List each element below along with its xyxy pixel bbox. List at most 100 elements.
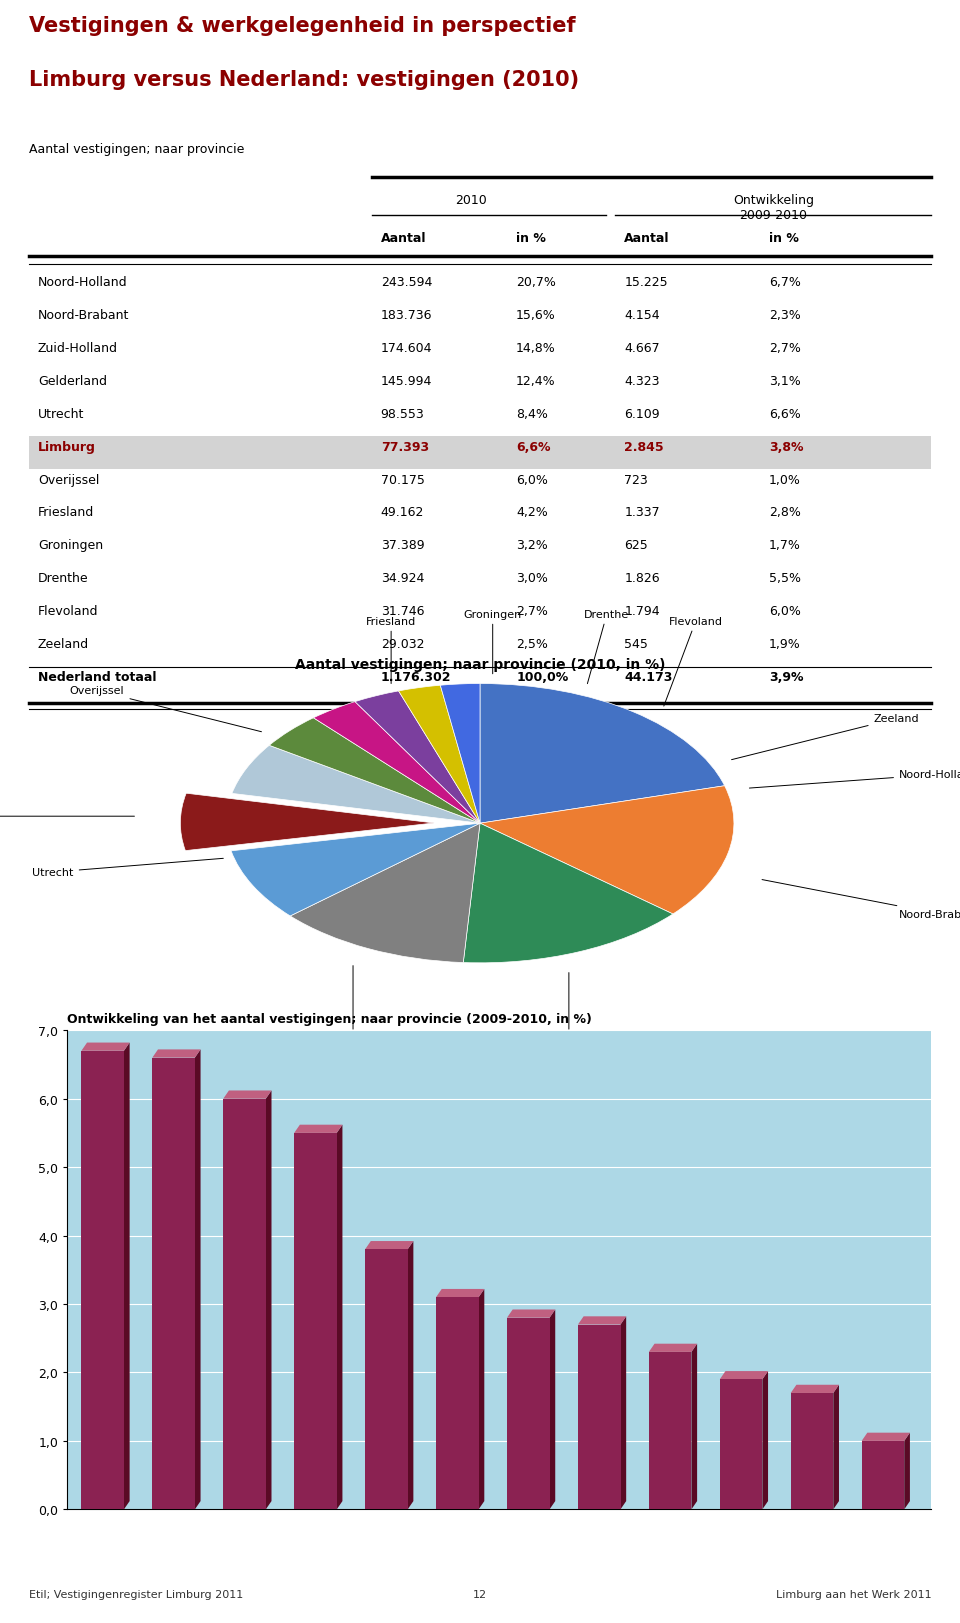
Bar [791, 1393, 833, 1509]
Text: 14,8%: 14,8% [516, 341, 556, 354]
Text: 625: 625 [624, 539, 648, 552]
Text: Overijssel: Overijssel [37, 474, 99, 487]
Wedge shape [313, 703, 480, 823]
Polygon shape [691, 1344, 697, 1509]
Text: 1.826: 1.826 [624, 571, 660, 584]
Text: Ontwikkeling
2009-2010: Ontwikkeling 2009-2010 [732, 193, 814, 221]
Text: Zuid-Holland: Zuid-Holland [533, 974, 605, 1045]
Bar [82, 1052, 124, 1509]
Text: Aantal: Aantal [381, 232, 426, 245]
Text: 183.736: 183.736 [381, 308, 432, 321]
Bar [29, 437, 931, 471]
Wedge shape [464, 823, 673, 962]
Text: 4.154: 4.154 [624, 308, 660, 321]
Polygon shape [124, 1044, 130, 1509]
Text: 6,7%: 6,7% [769, 276, 801, 289]
Text: Friesland: Friesland [37, 506, 94, 519]
Text: Limburg versus Nederland: vestigingen (2010): Limburg versus Nederland: vestigingen (2… [29, 70, 579, 89]
Text: 3,0%: 3,0% [516, 571, 548, 584]
Text: 6,0%: 6,0% [516, 474, 548, 487]
Text: 723: 723 [624, 474, 648, 487]
Polygon shape [649, 1344, 697, 1352]
Text: 6.109: 6.109 [624, 407, 660, 420]
Text: 1,7%: 1,7% [769, 539, 801, 552]
Bar [153, 1058, 195, 1509]
Text: 3,9%: 3,9% [769, 670, 804, 683]
Polygon shape [507, 1310, 555, 1318]
Text: 3,8%: 3,8% [769, 440, 804, 453]
Polygon shape [762, 1371, 768, 1509]
Text: 2,8%: 2,8% [769, 506, 801, 519]
Text: 145.994: 145.994 [381, 375, 432, 388]
Wedge shape [398, 687, 480, 823]
Text: 37.389: 37.389 [381, 539, 424, 552]
Polygon shape [791, 1384, 839, 1393]
Text: 2,3%: 2,3% [769, 308, 801, 321]
Polygon shape [833, 1384, 839, 1509]
Text: Drenthe: Drenthe [585, 609, 630, 685]
Polygon shape [224, 1091, 272, 1099]
Text: Noord-Holland: Noord-Holland [750, 769, 960, 789]
Text: 1,0%: 1,0% [769, 474, 801, 487]
Wedge shape [232, 747, 480, 823]
Text: 3,2%: 3,2% [516, 539, 548, 552]
Polygon shape [479, 1289, 484, 1509]
Text: 98.553: 98.553 [381, 407, 424, 420]
Text: 12: 12 [473, 1589, 487, 1599]
Polygon shape [195, 1050, 201, 1509]
Polygon shape [904, 1433, 910, 1509]
Text: in %: in % [516, 232, 546, 245]
Text: 6,6%: 6,6% [516, 440, 551, 453]
Text: 12,4%: 12,4% [516, 375, 556, 388]
Text: Zeeland: Zeeland [732, 714, 920, 760]
Text: 77.393: 77.393 [381, 440, 429, 453]
Text: 15.225: 15.225 [624, 276, 668, 289]
Text: Drenthe: Drenthe [37, 571, 88, 584]
Text: Limburg: Limburg [0, 812, 134, 821]
Text: 29.032: 29.032 [381, 638, 424, 651]
Text: Groningen: Groningen [464, 609, 522, 674]
Polygon shape [620, 1316, 626, 1509]
Text: 3,1%: 3,1% [769, 375, 801, 388]
Wedge shape [355, 691, 480, 823]
Polygon shape [153, 1050, 201, 1058]
Text: Noord-Brabant: Noord-Brabant [762, 880, 960, 919]
Wedge shape [480, 685, 725, 823]
Bar [507, 1318, 549, 1509]
Text: Flevoland: Flevoland [37, 605, 98, 618]
Text: Ontwikkeling van het aantal vestigingen; naar provincie (2009-2010, in %): Ontwikkeling van het aantal vestigingen;… [67, 1013, 592, 1026]
Text: 6,0%: 6,0% [769, 605, 801, 618]
Text: Noord-Holland: Noord-Holland [37, 276, 128, 289]
Text: 6,6%: 6,6% [769, 407, 801, 420]
Text: 49.162: 49.162 [381, 506, 424, 519]
Text: 5,5%: 5,5% [769, 571, 801, 584]
Polygon shape [862, 1433, 910, 1441]
Polygon shape [82, 1044, 130, 1052]
Bar [224, 1099, 266, 1509]
Text: 1.794: 1.794 [624, 605, 660, 618]
Bar [649, 1352, 691, 1509]
Polygon shape [337, 1125, 343, 1509]
Wedge shape [180, 794, 434, 850]
Text: 2,5%: 2,5% [516, 638, 548, 651]
Text: 2,7%: 2,7% [516, 605, 548, 618]
Text: 20,7%: 20,7% [516, 276, 556, 289]
Wedge shape [290, 823, 480, 962]
Polygon shape [408, 1242, 414, 1509]
Polygon shape [365, 1242, 414, 1250]
Wedge shape [441, 685, 480, 823]
Text: Gelderland: Gelderland [37, 375, 107, 388]
Text: 34.924: 34.924 [381, 571, 424, 584]
Text: 174.604: 174.604 [381, 341, 432, 354]
Text: Zuid-Holland: Zuid-Holland [37, 341, 118, 354]
Bar [720, 1380, 762, 1509]
Text: Etil; Vestigingenregister Limburg 2011: Etil; Vestigingenregister Limburg 2011 [29, 1589, 243, 1599]
Text: in %: in % [769, 232, 799, 245]
Text: 2.845: 2.845 [624, 440, 664, 453]
Text: Utrecht: Utrecht [33, 859, 224, 878]
Text: 4.667: 4.667 [624, 341, 660, 354]
Text: 1,9%: 1,9% [769, 638, 801, 651]
Bar [294, 1133, 337, 1509]
Wedge shape [269, 719, 480, 823]
Text: Zeeland: Zeeland [37, 638, 89, 651]
